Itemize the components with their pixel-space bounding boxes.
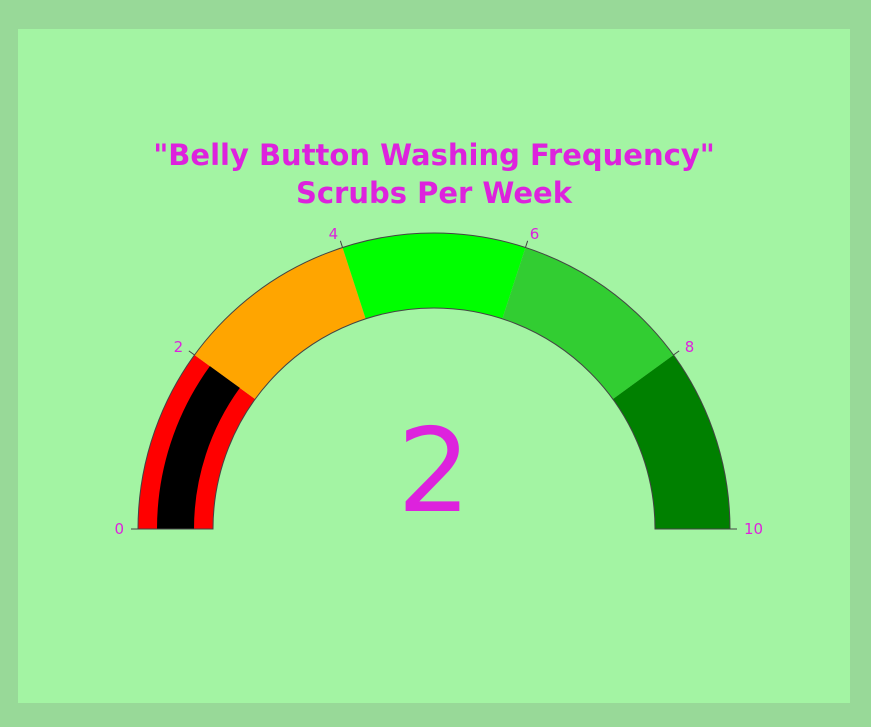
gauge-step-3: [502, 247, 674, 400]
gauge-tick-label-5: 10: [744, 520, 763, 538]
gauge-tick-mark-3: [524, 240, 529, 248]
gauge-value-label: 2: [397, 404, 471, 539]
gauge-tick-mark-1: [188, 350, 195, 356]
gauge-tick-mark-2: [339, 240, 344, 248]
gauge-step-2: [342, 233, 526, 319]
gauge-tick-mark-4: [673, 350, 680, 356]
gauge-tick-label-1: 2: [174, 338, 184, 356]
gauge-outline: [137, 232, 731, 530]
chart-title: "Belly Button Washing Frequency" Scrubs …: [18, 136, 850, 212]
gauge-step-1: [194, 247, 366, 400]
chart-title-line-1: "Belly Button Washing Frequency": [153, 138, 715, 172]
gauge-tick-label-0: 0: [114, 520, 124, 538]
gauge-tick-label-4: 8: [685, 338, 695, 356]
gauge-ticks: 0 2 4 6 8 10: [114, 225, 763, 538]
gauge-value-bar-group: [157, 366, 240, 529]
gauge-outline-group: [137, 232, 731, 530]
gauge-step-4: [612, 355, 730, 529]
gauge-tick-label-2: 4: [329, 225, 339, 243]
gauge-value-bar: [157, 366, 240, 529]
gauge-tick-label-3: 6: [530, 225, 540, 243]
chart-plot-area: [18, 29, 850, 703]
chart-title-line-2: Scrubs Per Week: [295, 176, 573, 210]
